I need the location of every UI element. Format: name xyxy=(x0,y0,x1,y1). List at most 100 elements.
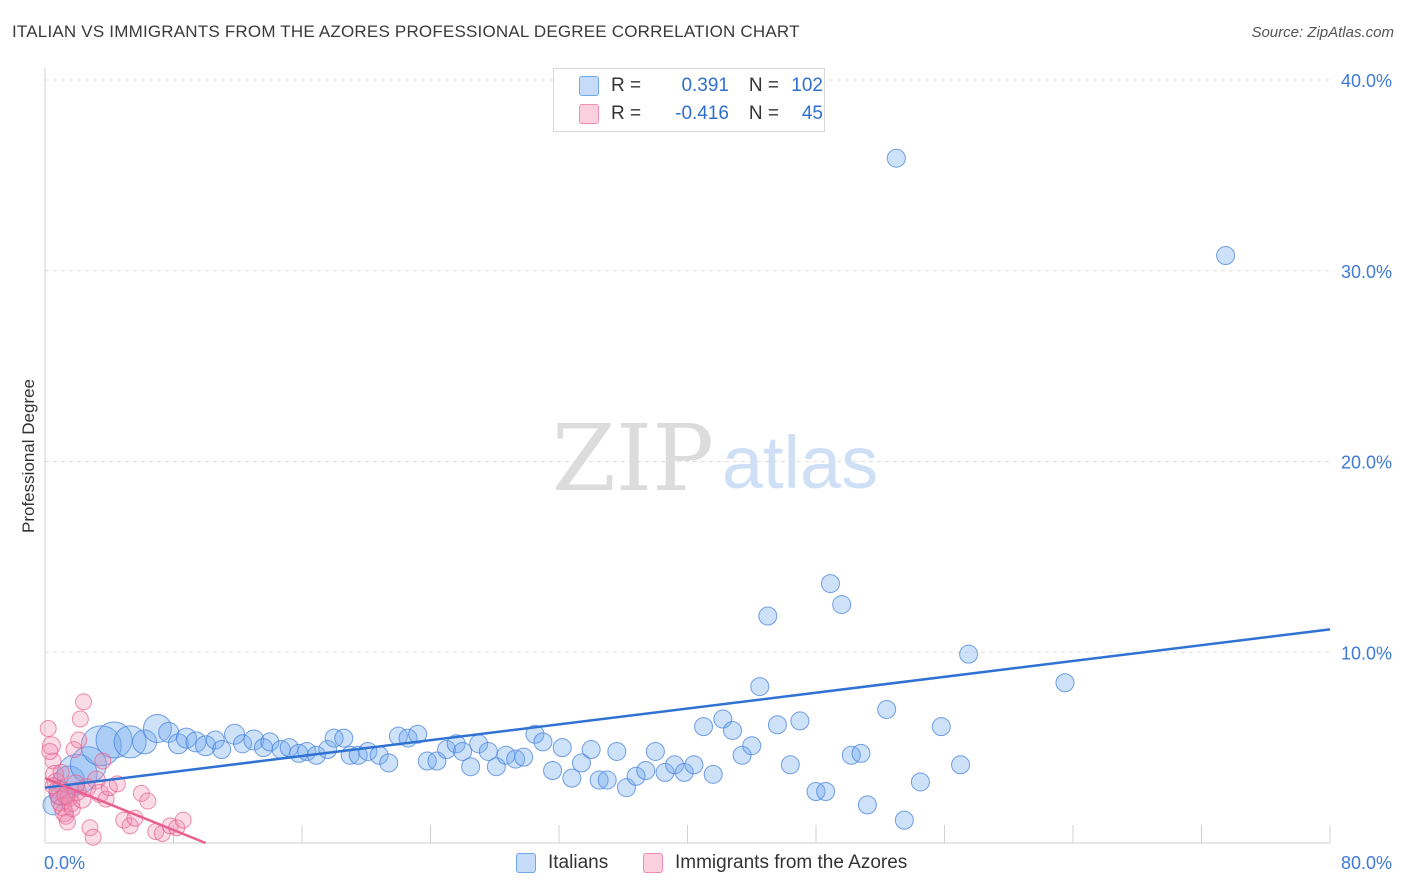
azores-point xyxy=(58,813,76,831)
italians-point xyxy=(1055,673,1075,693)
legend-n-value: 45 xyxy=(801,103,823,124)
legend-swatch-pink xyxy=(579,104,599,124)
italians-point xyxy=(832,595,852,615)
x-tick-label: 80.0% xyxy=(1341,853,1392,873)
italians-point xyxy=(224,723,246,745)
tick-labels: 10.0% 20.0% 30.0% 40.0% 0.0% 80.0% xyxy=(44,71,1392,873)
legend-swatch-pink xyxy=(643,853,663,873)
italians-point xyxy=(959,644,979,664)
legend-item-azores: Immigrants from the Azores xyxy=(643,852,907,874)
italians-point xyxy=(243,729,265,751)
watermark-atlas: atlas xyxy=(722,421,878,504)
legend-label-azores: Immigrants from the Azores xyxy=(675,852,908,873)
italians-point xyxy=(142,714,172,744)
italians-point xyxy=(742,736,762,756)
italians-point xyxy=(674,762,694,782)
italians-point xyxy=(233,734,253,754)
legend-n-label: N = xyxy=(748,75,779,96)
legend-r-label: R = xyxy=(611,75,642,96)
legend-item-italians: Italians xyxy=(516,852,608,874)
legend-n-value: 102 xyxy=(791,75,823,96)
legend-n-label: N = xyxy=(748,103,779,124)
italians-point xyxy=(379,753,399,773)
watermark-zip: ZIP xyxy=(552,405,714,512)
watermark: ZIP atlas xyxy=(552,405,878,512)
italians-point xyxy=(910,772,930,792)
italians-point xyxy=(665,755,685,775)
azores-point xyxy=(94,752,112,770)
italians-point xyxy=(780,755,800,775)
italians-point xyxy=(931,717,951,737)
y-tick-label: 10.0% xyxy=(1341,643,1392,663)
azores-point xyxy=(174,811,192,829)
italians-point xyxy=(260,732,280,752)
italians-point xyxy=(195,735,217,757)
x-tick-label: 0.0% xyxy=(44,853,85,873)
italians-point xyxy=(461,757,481,777)
italians-point xyxy=(703,764,723,784)
italians-point xyxy=(437,740,457,760)
y-axis-label: Professional Degree xyxy=(19,379,38,533)
legend-swatch-blue xyxy=(516,853,536,873)
italians-point xyxy=(525,724,545,744)
italians-point xyxy=(722,720,742,740)
azores-point xyxy=(41,742,59,760)
italians-point xyxy=(562,768,582,788)
italians-point xyxy=(132,729,158,755)
legend-r-value: -0.416 xyxy=(675,103,729,124)
azores-point xyxy=(52,763,70,781)
legend-r-value: 0.391 xyxy=(681,75,729,96)
azores-point xyxy=(81,819,99,837)
italians-point xyxy=(581,740,601,760)
azores-point xyxy=(71,710,89,728)
azores-point xyxy=(63,800,81,818)
italians-point xyxy=(626,766,646,786)
italians-point xyxy=(816,781,836,801)
italians-point xyxy=(951,755,971,775)
italians-point xyxy=(877,699,897,719)
azores-point xyxy=(70,731,88,749)
italians-point xyxy=(1216,245,1236,265)
italians-point xyxy=(750,677,770,697)
italians-point xyxy=(446,734,466,754)
source-label: Source: ZipAtlas.com xyxy=(1251,24,1394,41)
azores-trend-line xyxy=(44,776,207,845)
italians-point xyxy=(571,753,591,773)
chart-title: ITALIAN VS IMMIGRANTS FROM THE AZORES PR… xyxy=(12,22,800,41)
italians-point xyxy=(543,761,563,781)
series-legend: Italians Immigrants from the Azores xyxy=(0,852,1406,878)
italians-point xyxy=(841,745,861,765)
italians-point xyxy=(212,740,232,760)
axes xyxy=(44,68,1331,844)
legend-row-italians: R = 0.391 N = 102 xyxy=(554,73,823,99)
italians-point xyxy=(851,743,871,763)
italians-point xyxy=(694,717,714,737)
italians-point xyxy=(324,728,344,748)
italians-point xyxy=(408,724,428,744)
azores-point xyxy=(65,741,83,759)
italians-point xyxy=(589,770,609,790)
y-tick-label: 40.0% xyxy=(1341,71,1392,91)
y-tick-label: 30.0% xyxy=(1341,262,1392,282)
legend-r-label: R = xyxy=(611,103,642,124)
y-tick-label: 20.0% xyxy=(1341,453,1392,473)
azores-point xyxy=(75,693,93,711)
italians-trend-line xyxy=(44,628,1331,789)
italians-point xyxy=(453,741,473,761)
italians-point xyxy=(806,781,826,801)
italians-point xyxy=(655,762,675,782)
trend-lines xyxy=(44,628,1331,845)
legend-row-azores: R = -0.416 N = 45 xyxy=(554,101,823,127)
legend-swatch-blue xyxy=(579,76,599,96)
italians-point xyxy=(607,741,627,761)
italians-point xyxy=(790,711,810,731)
correlation-legend: R = 0.391 N = 102 R = -0.416 N = 45 xyxy=(553,68,825,132)
italians-point xyxy=(514,747,534,767)
italians-point xyxy=(533,732,553,752)
italians-point xyxy=(684,755,704,775)
italians-point xyxy=(506,749,526,769)
italians-point xyxy=(645,741,665,761)
legend-label-italians: Italians xyxy=(548,852,609,873)
italians-point xyxy=(732,745,752,765)
